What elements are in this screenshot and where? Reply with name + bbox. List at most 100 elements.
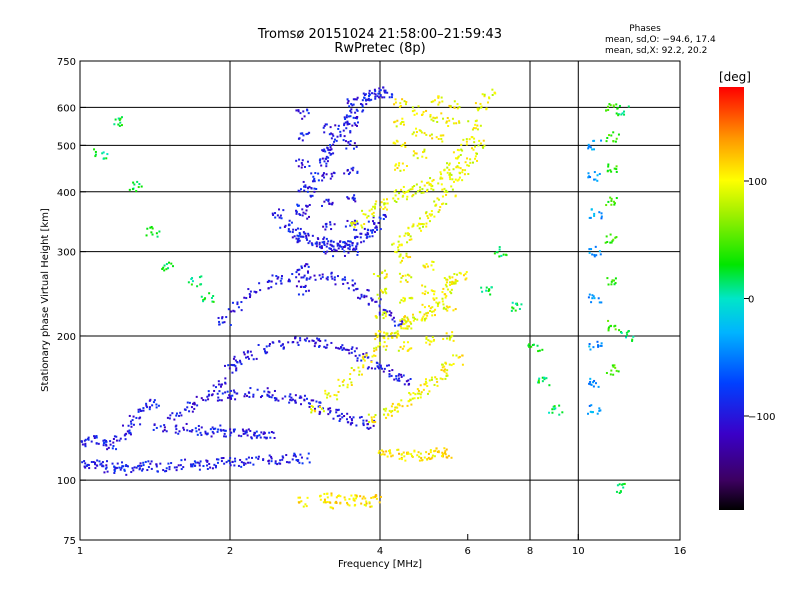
scatter-point [371, 235, 374, 238]
scatter-point [320, 245, 323, 248]
scatter-point [390, 455, 393, 458]
scatter-point [356, 170, 359, 173]
scatter-point [300, 456, 303, 459]
scatter-point [102, 151, 105, 154]
scatter-point [400, 399, 403, 402]
scatter-point [298, 268, 301, 271]
scatter-point [590, 404, 593, 407]
scatter-point [130, 425, 133, 428]
scatter-point [460, 143, 463, 146]
scatter-point [448, 119, 451, 122]
scatter-point [180, 414, 183, 417]
scatter-point [482, 146, 485, 149]
scatter-point [327, 156, 330, 159]
scatter-point [375, 316, 378, 319]
scatter-point [414, 152, 417, 155]
scatter-point [480, 106, 483, 109]
scatter-point [333, 138, 336, 141]
scatter-point [423, 148, 426, 151]
scatter-point [372, 273, 375, 276]
scatter-point [328, 133, 331, 136]
scatter-point [330, 341, 333, 344]
scatter-point [468, 138, 471, 141]
scatter-point [95, 435, 98, 438]
scatter-point [430, 340, 433, 343]
scatter-point [587, 412, 590, 415]
scatter-point [388, 449, 391, 452]
scatter-point [607, 329, 610, 332]
scatter-point [378, 313, 381, 316]
scatter-point [268, 391, 271, 394]
scatter-point [155, 406, 158, 409]
scatter-point [368, 235, 371, 238]
scatter-point [131, 419, 134, 422]
scatter-point [390, 96, 393, 99]
scatter-point [383, 288, 386, 291]
scatter-point [371, 355, 374, 358]
scatter-point [300, 403, 303, 406]
scatter-point [456, 280, 459, 283]
scatter-point [303, 165, 306, 168]
scatter-point [476, 159, 479, 162]
scatter-point [337, 247, 340, 250]
scatter-point [483, 144, 486, 147]
scatter-point [366, 367, 369, 370]
scatter-point [355, 145, 358, 148]
scatter-point [448, 162, 451, 165]
scatter-point [262, 459, 265, 462]
scatter-point [346, 282, 349, 285]
scatter-point [288, 219, 291, 222]
scatter-point [592, 346, 595, 349]
scatter-point [237, 464, 240, 467]
scatter-point [400, 259, 403, 262]
scatter-point [600, 301, 603, 304]
scatter-point [372, 354, 375, 357]
scatter-point [442, 303, 445, 306]
scatter-point [593, 255, 596, 258]
scatter-point [148, 408, 151, 411]
scatter-point [390, 332, 393, 335]
scatter-point [331, 277, 334, 280]
scatter-point [425, 225, 428, 228]
scatter-point [240, 301, 243, 304]
scatter-point [329, 177, 332, 180]
scatter-point [402, 296, 405, 299]
scatter-point [105, 460, 108, 463]
scatter-point [412, 193, 415, 196]
scatter-point [326, 396, 329, 399]
scatter-point [391, 402, 394, 405]
scatter-point [379, 366, 382, 369]
scatter-point [305, 237, 308, 240]
scatter-point [285, 454, 288, 457]
scatter-point [434, 314, 437, 317]
scatter-point [101, 152, 104, 155]
scatter-point [297, 110, 300, 113]
scatter-point [335, 408, 338, 411]
scatter-point [625, 331, 628, 334]
scatter-point [413, 113, 416, 116]
scatter-point [206, 459, 209, 462]
scatter-point [252, 433, 255, 436]
scatter-point [339, 346, 342, 349]
scatter-point [107, 446, 110, 449]
scatter-point [380, 201, 383, 204]
scatter-point [446, 309, 449, 312]
scatter-point [378, 341, 381, 344]
scatter-point [404, 103, 407, 106]
scatter-point [150, 460, 153, 463]
scatter-point [311, 243, 314, 246]
scatter-point [474, 120, 477, 123]
scatter-point [394, 101, 397, 104]
scatter-point [346, 102, 349, 105]
scatter-point [436, 384, 439, 387]
scatter-point [350, 418, 353, 421]
scatter-point [360, 502, 363, 505]
scatter-point [348, 245, 351, 248]
scatter-point [401, 318, 404, 321]
scatter-point [476, 128, 479, 131]
scatter-point [246, 434, 249, 437]
scatter-point [118, 124, 121, 127]
scatter-point [347, 197, 350, 200]
scatter-point [611, 364, 614, 367]
scatter-point [349, 224, 352, 227]
